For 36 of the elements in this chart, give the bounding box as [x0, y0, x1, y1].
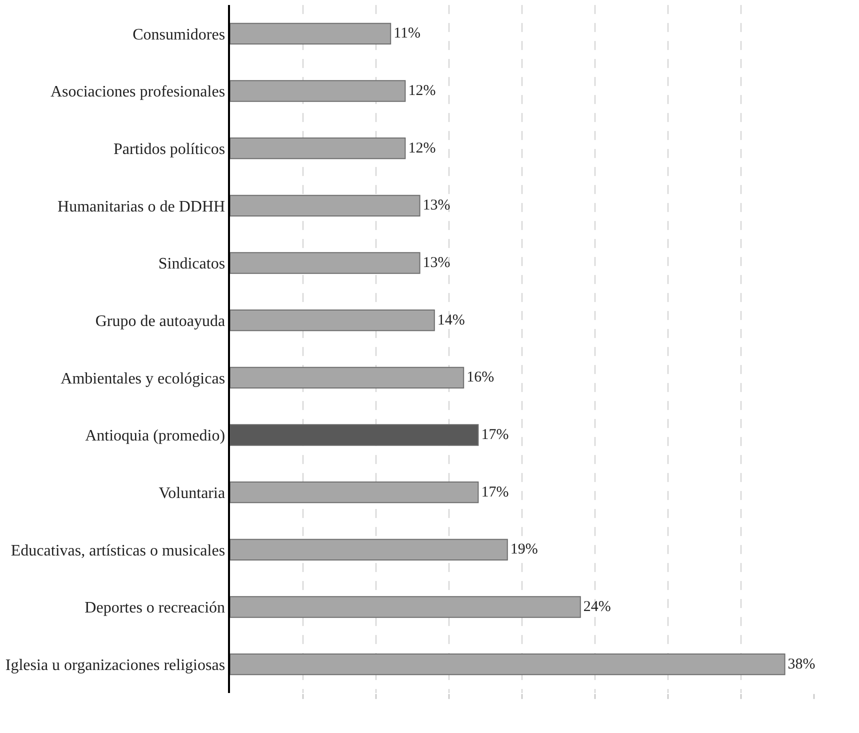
bar	[230, 252, 420, 274]
y-tick-label: Grupo de autoayuda	[95, 312, 226, 330]
y-tick-label: Voluntaria	[158, 484, 226, 502]
y-tick-label: Partidos políticos	[113, 140, 226, 158]
bar	[230, 366, 464, 388]
bar	[230, 80, 406, 102]
y-tick-label: Humanitarias o de DDHH	[58, 198, 226, 216]
y-tick-label: Consumidores	[132, 26, 226, 44]
data-label: 11%	[394, 26, 421, 42]
y-tick-label: Antioquia (promedio)	[85, 428, 226, 445]
data-label: 13%	[422, 198, 450, 214]
bar	[230, 138, 406, 160]
bar	[230, 482, 479, 504]
y-tick-label: Deportes o recreación	[84, 600, 226, 617]
y-tick-label: Ambientales y ecológicas	[60, 370, 226, 388]
data-label: 38%	[788, 656, 816, 672]
y-tick-label: Asociaciones profesionales	[50, 84, 226, 101]
y-tick-label: Sindicatos	[158, 256, 226, 273]
data-label: 14%	[437, 312, 465, 328]
data-label: 16%	[466, 370, 494, 386]
y-tick-label: Iglesia u organizaciones religiosas	[5, 656, 226, 674]
data-label: 24%	[583, 599, 611, 615]
data-label: 17%	[481, 427, 509, 443]
bar	[230, 538, 508, 560]
data-label: 19%	[510, 542, 538, 558]
bar	[230, 310, 435, 332]
data-label: 17%	[481, 484, 509, 500]
bar	[230, 424, 479, 446]
data-label: 12%	[408, 140, 436, 156]
data-label: 13%	[422, 255, 450, 271]
data-label: 12%	[408, 83, 436, 99]
bar	[230, 22, 392, 44]
y-tick-label: Educativas, artísticas o musicales	[10, 542, 226, 560]
bar	[230, 596, 581, 618]
bar	[230, 654, 786, 676]
bar	[230, 194, 420, 216]
